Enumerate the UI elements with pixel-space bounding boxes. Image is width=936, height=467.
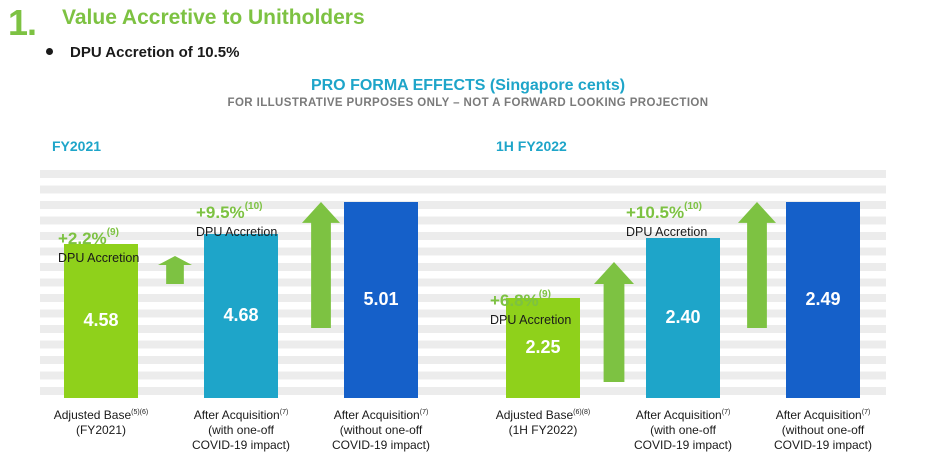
footnote-ref: (7) [279, 409, 289, 416]
bar: 4.68 [204, 234, 278, 398]
background-stripe [40, 340, 886, 349]
bar: 2.40 [646, 238, 720, 398]
accretion-percent-value: +2.2% [58, 229, 107, 248]
bar-value-label: 2.40 [665, 307, 701, 327]
bar-value-label: 4.68 [223, 305, 259, 326]
chart-background [40, 170, 886, 395]
footnote-ref: (7) [861, 409, 871, 416]
background-stripe [40, 170, 886, 178]
background-stripe [40, 309, 886, 318]
section-number: 1. [8, 2, 37, 43]
bar-value-label: 2.25 [525, 337, 561, 357]
category-label: After Acquisition(7) (without one-off COVI… [738, 405, 908, 453]
category-label-line2: (1H FY2022) [508, 423, 578, 437]
category-label-line2: (with one-off [208, 423, 274, 437]
category-label: After Acquisition(7) (with one-off COVID-1… [156, 405, 326, 453]
category-label: Adjusted Base(6)(8) (1H FY2022) [458, 405, 628, 438]
accretion-percent: +6.8%(9) [490, 289, 551, 311]
up-arrow-icon [302, 202, 340, 328]
accretion-label: DPU Accretion [490, 313, 572, 327]
accretion-percent-value: +10.5% [626, 203, 685, 222]
footnote-ref: (7) [721, 409, 731, 416]
background-stripe [40, 387, 886, 395]
category-label: After Acquisition(7) (with one-off COVID-1… [598, 405, 768, 453]
bar-value-label: 5.01 [363, 289, 399, 309]
accretion-label: DPU Accretion [626, 225, 708, 239]
background-stripe [40, 216, 886, 225]
category-label-line3: COVID-19 impact) [191, 438, 291, 452]
category-label-line2: (FY2021) [75, 423, 127, 437]
accretion-label: DPU Accretion [196, 225, 278, 239]
bar-value-label: 2.49 [805, 289, 841, 309]
category-label-line1: After Acquisition [333, 408, 420, 422]
background-stripe [40, 201, 886, 209]
accretion-label: DPU Accretion [58, 251, 140, 265]
footnote-ref: (9) [538, 289, 551, 301]
bar-value-label: 4.58 [83, 309, 119, 330]
footnote-ref: (9) [106, 227, 119, 239]
bar: 5.01 [344, 202, 418, 398]
up-arrow-icon [738, 202, 776, 328]
accretion-percent-value: +9.5% [196, 203, 245, 222]
category-label: Adjusted Base(5)(6) (FY2021) [16, 405, 186, 438]
accretion-percent: +2.2%(9) [58, 227, 119, 249]
category-label-line1: After Acquisition [193, 408, 280, 422]
background-stripe [40, 185, 886, 194]
category-label-line3: COVID-19 impact) [633, 438, 733, 452]
bar: 2.25 [506, 298, 580, 398]
footnote-ref: (5)(6) [131, 409, 149, 416]
section-title: Value Accretive to Unitholders [62, 6, 365, 29]
category-label-line2: (without one-off [781, 423, 865, 437]
background-stripe [40, 371, 886, 380]
category-label: After Acquisition(7) (without one-off COVI… [296, 405, 466, 453]
background-stripe [40, 278, 886, 287]
up-arrow-icon [594, 262, 634, 382]
chart-disclaimer: FOR ILLUSTRATIVE PURPOSES ONLY – NOT A F… [227, 97, 709, 109]
category-label-line1: Adjusted Base [495, 408, 574, 422]
chart-title: PRO FORMA EFFECTS (Singapore cents) [310, 77, 626, 94]
background-stripe [40, 325, 886, 333]
category-label-line3: COVID-19 impact) [331, 438, 431, 452]
accretion-percent: +9.5%(10) [196, 201, 263, 223]
footnote-ref: (10) [684, 201, 702, 213]
category-label-line1: Adjusted Base [53, 408, 132, 422]
footnote-ref: (10) [244, 201, 263, 213]
category-label-line2: (with one-off [650, 423, 716, 437]
panel-title-1h-fy2022: 1H FY2022 [496, 138, 567, 154]
background-stripe [40, 232, 886, 240]
panel-title-fy2021: FY2021 [52, 138, 102, 154]
category-label-line2: (without one-off [339, 423, 423, 437]
footnote-ref: (7) [419, 409, 429, 416]
category-label-line1: After Acquisition [775, 408, 862, 422]
bullet-icon [46, 48, 53, 55]
background-stripe [40, 263, 886, 271]
background-stripe [40, 247, 886, 256]
background-stripe [40, 356, 886, 364]
up-arrow-icon [158, 256, 192, 284]
category-label-line1: After Acquisition [635, 408, 722, 422]
bar: 4.58 [64, 243, 138, 398]
background-stripe [40, 294, 886, 302]
accretion-percent: +10.5%(10) [626, 201, 702, 223]
bullet-text: DPU Accretion of 10.5% [70, 44, 240, 61]
category-label-line3: COVID-19 impact) [773, 438, 873, 452]
accretion-percent-value: +6.8% [490, 291, 539, 310]
footnote-ref: (6)(8) [573, 409, 591, 416]
bar: 2.49 [786, 202, 860, 398]
